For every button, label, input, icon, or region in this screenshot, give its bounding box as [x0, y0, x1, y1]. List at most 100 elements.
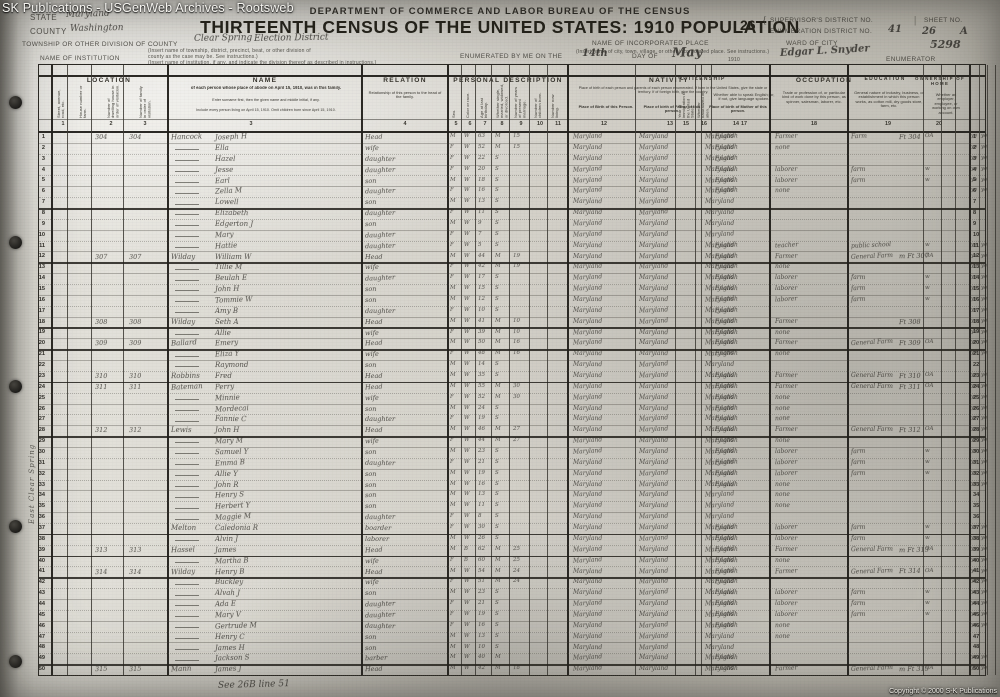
cell-birthplace-self: Maryland [572, 350, 603, 358]
cell-occupation: none [774, 143, 791, 152]
cell-sex: M [449, 665, 456, 672]
cell-language: English [714, 165, 738, 173]
cell-birthplace-father: Maryland [638, 143, 669, 152]
row-separator [39, 457, 985, 459]
cell-birthplace-self: Maryland [572, 567, 603, 575]
cell-race: W [463, 632, 470, 639]
cell-occupation: laborer [774, 610, 798, 618]
cell-age: 15 [477, 285, 486, 292]
cell-relation: son [364, 361, 377, 370]
ditto-dash [175, 290, 199, 292]
row-number-right: 40 [973, 557, 980, 564]
row-number-right: 3 [973, 155, 977, 162]
left-margin-note: East Clear Spring [28, 443, 36, 524]
rule-nativity-mother [701, 65, 702, 675]
cell-language: English [714, 274, 738, 282]
rule-name-start [167, 65, 169, 675]
row-number-right: 43 [973, 590, 980, 597]
cell-birthplace-self: Maryland [572, 555, 603, 565]
cell-relation: Head [364, 426, 383, 435]
cell-birthplace-self: Maryland [572, 393, 603, 402]
cell-birthplace-father: Maryland [638, 274, 669, 282]
row-number-left: 14 [38, 275, 45, 282]
cell-given-name: Hazel [214, 154, 236, 163]
cell-birthplace-self: Maryland [572, 295, 603, 304]
cell-can-write: ye [980, 306, 988, 313]
cell-marital-status: S [494, 295, 499, 303]
cell-birthplace-self: Maryland [572, 338, 603, 347]
row-number-right: 30 [973, 448, 980, 455]
cell-can-read: ye [970, 263, 978, 270]
colnum-4: 4 [403, 121, 407, 127]
cell-relation: Head [364, 317, 383, 326]
row-number-left: 6 [41, 188, 45, 195]
cell-race: W [463, 241, 470, 248]
cell-marital-status: S [494, 600, 499, 607]
cell-age: 21 [477, 600, 486, 607]
cell-relation: wife [364, 556, 380, 565]
row-number-right: 28 [973, 427, 980, 434]
cell-industry: General Farm [850, 382, 893, 390]
cell-marital-status: S [494, 176, 499, 183]
cell-birthplace-self: Maryland [572, 436, 603, 445]
township-subdivision-value: Election District [253, 32, 329, 44]
row-number-right: 1 [973, 134, 977, 140]
cell-marital-status: M [494, 578, 501, 585]
group-name: NAME [252, 77, 278, 84]
cell-sex: M [449, 219, 456, 227]
cell-relation: wife [364, 143, 379, 153]
cell-birthplace-self: Maryland [572, 404, 603, 412]
cell-birthplace-father: Maryland [638, 187, 669, 195]
rule-personal-start [447, 65, 449, 675]
cell-occupation: none [774, 328, 790, 336]
cell-race: W [463, 263, 470, 270]
cell-birthplace-self: Maryland [572, 371, 603, 380]
cell-race: W [463, 415, 470, 422]
nativity-father-label: Place of birth of Father of this person. [643, 105, 701, 114]
cell-birthplace-self: Maryland [572, 664, 603, 673]
cell-race: W [463, 295, 470, 303]
cell-relation: daughter [364, 599, 396, 609]
cell-given-name: Seth A [214, 317, 239, 326]
ditto-dash [175, 170, 199, 172]
cell-sex: F [449, 458, 454, 465]
cell-sex: F [449, 393, 454, 400]
cell-marital-status: M [494, 132, 501, 140]
colnum-3a: 3 [143, 121, 147, 127]
colnum-20: 20 [936, 121, 942, 127]
relation-description: Relationship of this person to the head … [368, 91, 442, 100]
cell-birthplace-father: Maryland [638, 252, 669, 260]
nativity-person-label: Place of Birth of this Person. [578, 105, 634, 109]
cell-can-read: ye [970, 284, 978, 292]
colnum-15: 15 [683, 121, 689, 127]
cell-birthplace-father: Maryland [638, 512, 669, 521]
cell-birthplace-father: Maryland [638, 295, 669, 304]
row-number-right: 39 [973, 546, 980, 553]
rule-employer-start [923, 65, 924, 675]
cell-language: English [714, 665, 738, 673]
row-number-right: 19 [973, 329, 980, 336]
cell-occupation: laborer [774, 589, 798, 597]
cell-employment-class: w [924, 295, 930, 303]
cell-can-read: ye [970, 480, 978, 487]
rule-years-married [529, 65, 530, 675]
punch-hole [9, 520, 22, 533]
cell-race: W [463, 198, 470, 205]
cell-given-name: Hattie [214, 241, 238, 251]
cell-birthplace-father: Maryland [638, 208, 669, 217]
cell-language: English [714, 241, 739, 250]
cell-marital-status: S [494, 447, 499, 455]
cell-race: W [463, 219, 470, 227]
cell-occupation: Farmer [774, 339, 798, 347]
cell-relation: son [364, 480, 377, 489]
cell-sex: F [449, 513, 454, 520]
cell-years-married: 19 [512, 252, 521, 259]
cell-occupation: laborer [774, 469, 798, 478]
cell-marital-status: S [494, 415, 499, 422]
rule-children-born [547, 65, 548, 675]
row-number-left: 36 [38, 514, 45, 521]
cell-age: 18 [477, 176, 486, 183]
cell-race: W [463, 469, 470, 476]
row-number-left: 2 [41, 144, 45, 151]
cell-birthplace-self: Maryland [572, 415, 603, 423]
